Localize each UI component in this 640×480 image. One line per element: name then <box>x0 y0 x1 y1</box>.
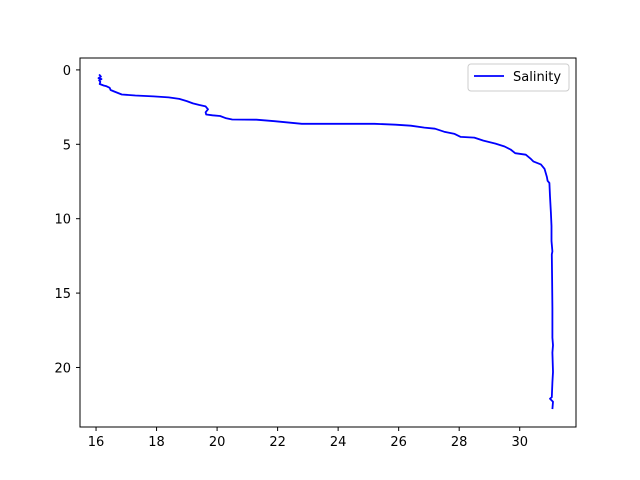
legend: Salinity <box>467 63 570 92</box>
series-layer <box>97 73 554 410</box>
x-tick-label: 16 <box>88 435 105 450</box>
x-tick-label: 18 <box>148 435 165 450</box>
y-tick-label: 0 <box>63 64 71 79</box>
x-tick-label: 26 <box>390 435 407 450</box>
x-tick-label: 30 <box>511 435 528 450</box>
plot-area <box>80 58 576 427</box>
y-tick-label: 20 <box>54 361 71 376</box>
series-line-salinity <box>97 73 554 410</box>
x-axis: 16 18 20 22 24 26 28 30 <box>88 427 528 450</box>
y-tick-label: 10 <box>54 213 71 228</box>
y-axis: 0 5 10 15 20 <box>54 64 80 376</box>
legend-label: Salinity <box>513 70 561 85</box>
x-tick-label: 24 <box>330 435 347 450</box>
plot-frame <box>79 57 577 428</box>
x-tick-label: 22 <box>269 435 286 450</box>
y-tick-label: 5 <box>63 138 71 153</box>
legend-box <box>467 63 570 92</box>
x-tick-label: 28 <box>451 435 468 450</box>
x-tick-label: 20 <box>209 435 226 450</box>
y-tick-label: 15 <box>54 287 71 302</box>
